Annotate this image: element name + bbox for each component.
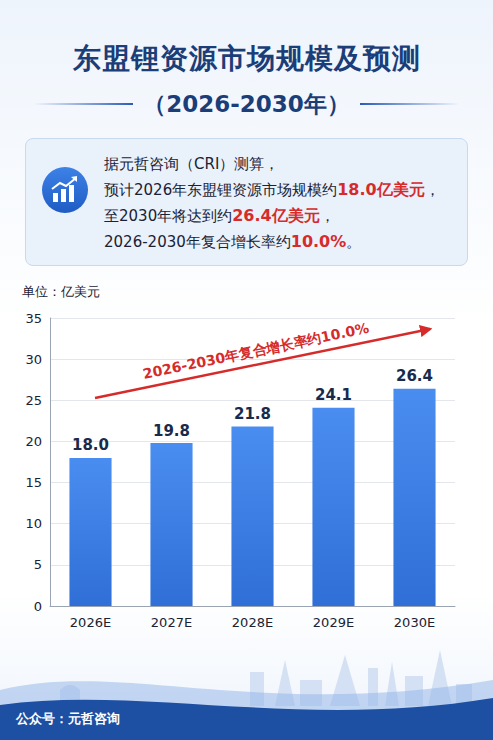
svg-text:2030E: 2030E	[394, 615, 435, 630]
svg-text:0: 0	[34, 599, 42, 614]
svg-text:30: 30	[25, 352, 42, 367]
html-text:至2030年将达到约26.4亿美元，: 至2030年将达到约26.4亿美元，	[104, 206, 335, 225]
svg-text:26.4: 26.4	[396, 367, 433, 385]
svg-text:2026E: 2026E	[70, 615, 111, 630]
svg-text:24.1: 24.1	[315, 386, 352, 404]
html-text:单位：亿美元: 单位：亿美元	[22, 284, 100, 299]
svg-text:21.8: 21.8	[234, 405, 271, 423]
html-text:2026-2030年复合增长率约10.0%。: 2026-2030年复合增长率约10.0%。	[104, 232, 362, 251]
html-text:（2026-2030年）: （2026-2030年）	[143, 90, 350, 117]
svg-text:10: 10	[25, 516, 42, 531]
svg-text:19.8: 19.8	[153, 422, 190, 440]
svg-text:20: 20	[25, 434, 42, 449]
svg-text:5: 5	[34, 557, 42, 572]
svg-text:2026-2030年复合增长率约10.0%: 2026-2030年复合增长率约10.0%	[141, 320, 370, 382]
svg-text:2028E: 2028E	[232, 615, 273, 630]
html-text:据元哲咨询（CRI）测算，: 据元哲咨询（CRI）测算，	[104, 155, 280, 173]
html-text:东盟锂资源市场规模及预测: 东盟锂资源市场规模及预测	[72, 42, 421, 75]
svg-text:2029E: 2029E	[313, 615, 354, 630]
svg-text:18.0: 18.0	[72, 436, 109, 454]
svg-text:25: 25	[25, 393, 42, 408]
svg-text:15: 15	[25, 475, 42, 490]
html-text:预计2026年东盟锂资源市场规模约18.0亿美元，: 预计2026年东盟锂资源市场规模约18.0亿美元，	[104, 180, 440, 199]
html-text:公众号：元哲咨询: 公众号：元哲咨询	[16, 711, 120, 726]
svg-text:35: 35	[25, 311, 42, 326]
svg-text:2027E: 2027E	[151, 615, 192, 630]
